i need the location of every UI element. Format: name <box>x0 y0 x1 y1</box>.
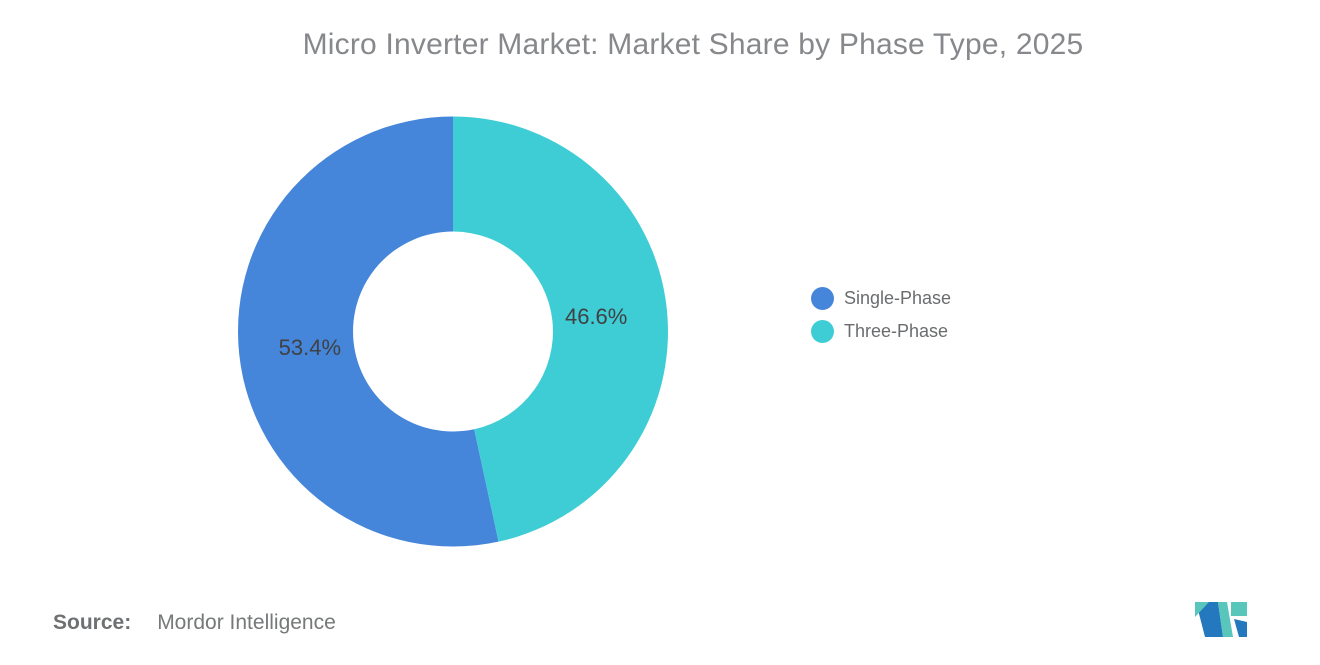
mordor-intelligence-logo-icon <box>1195 602 1247 637</box>
source-text: Mordor Intelligence <box>157 611 336 634</box>
legend-dot-three-phase-icon <box>811 320 834 343</box>
source-line: Source: Mordor Intelligence <box>53 611 336 635</box>
donut-segment-value-label-three-phase: 46.6% <box>565 304 627 329</box>
donut-segment-three-phase <box>453 116 669 542</box>
legend-label-single-phase: Single-Phase <box>844 288 952 308</box>
legend: Single-Phase Three-Phase <box>811 287 951 353</box>
donut-segment-single-phase <box>238 116 499 547</box>
legend-item-single-phase: Single-Phase <box>811 287 951 310</box>
donut-segment-value-label-single-phase: 53.4% <box>279 335 341 360</box>
legend-label-three-phase: Three-Phase <box>844 321 949 341</box>
source-label: Source: <box>53 611 132 634</box>
legend-dot-single-phase-icon <box>811 287 834 310</box>
legend-item-three-phase: Three-Phase <box>811 320 951 343</box>
chart-title: Micro Inverter Market: Market Share by P… <box>302 28 1084 61</box>
